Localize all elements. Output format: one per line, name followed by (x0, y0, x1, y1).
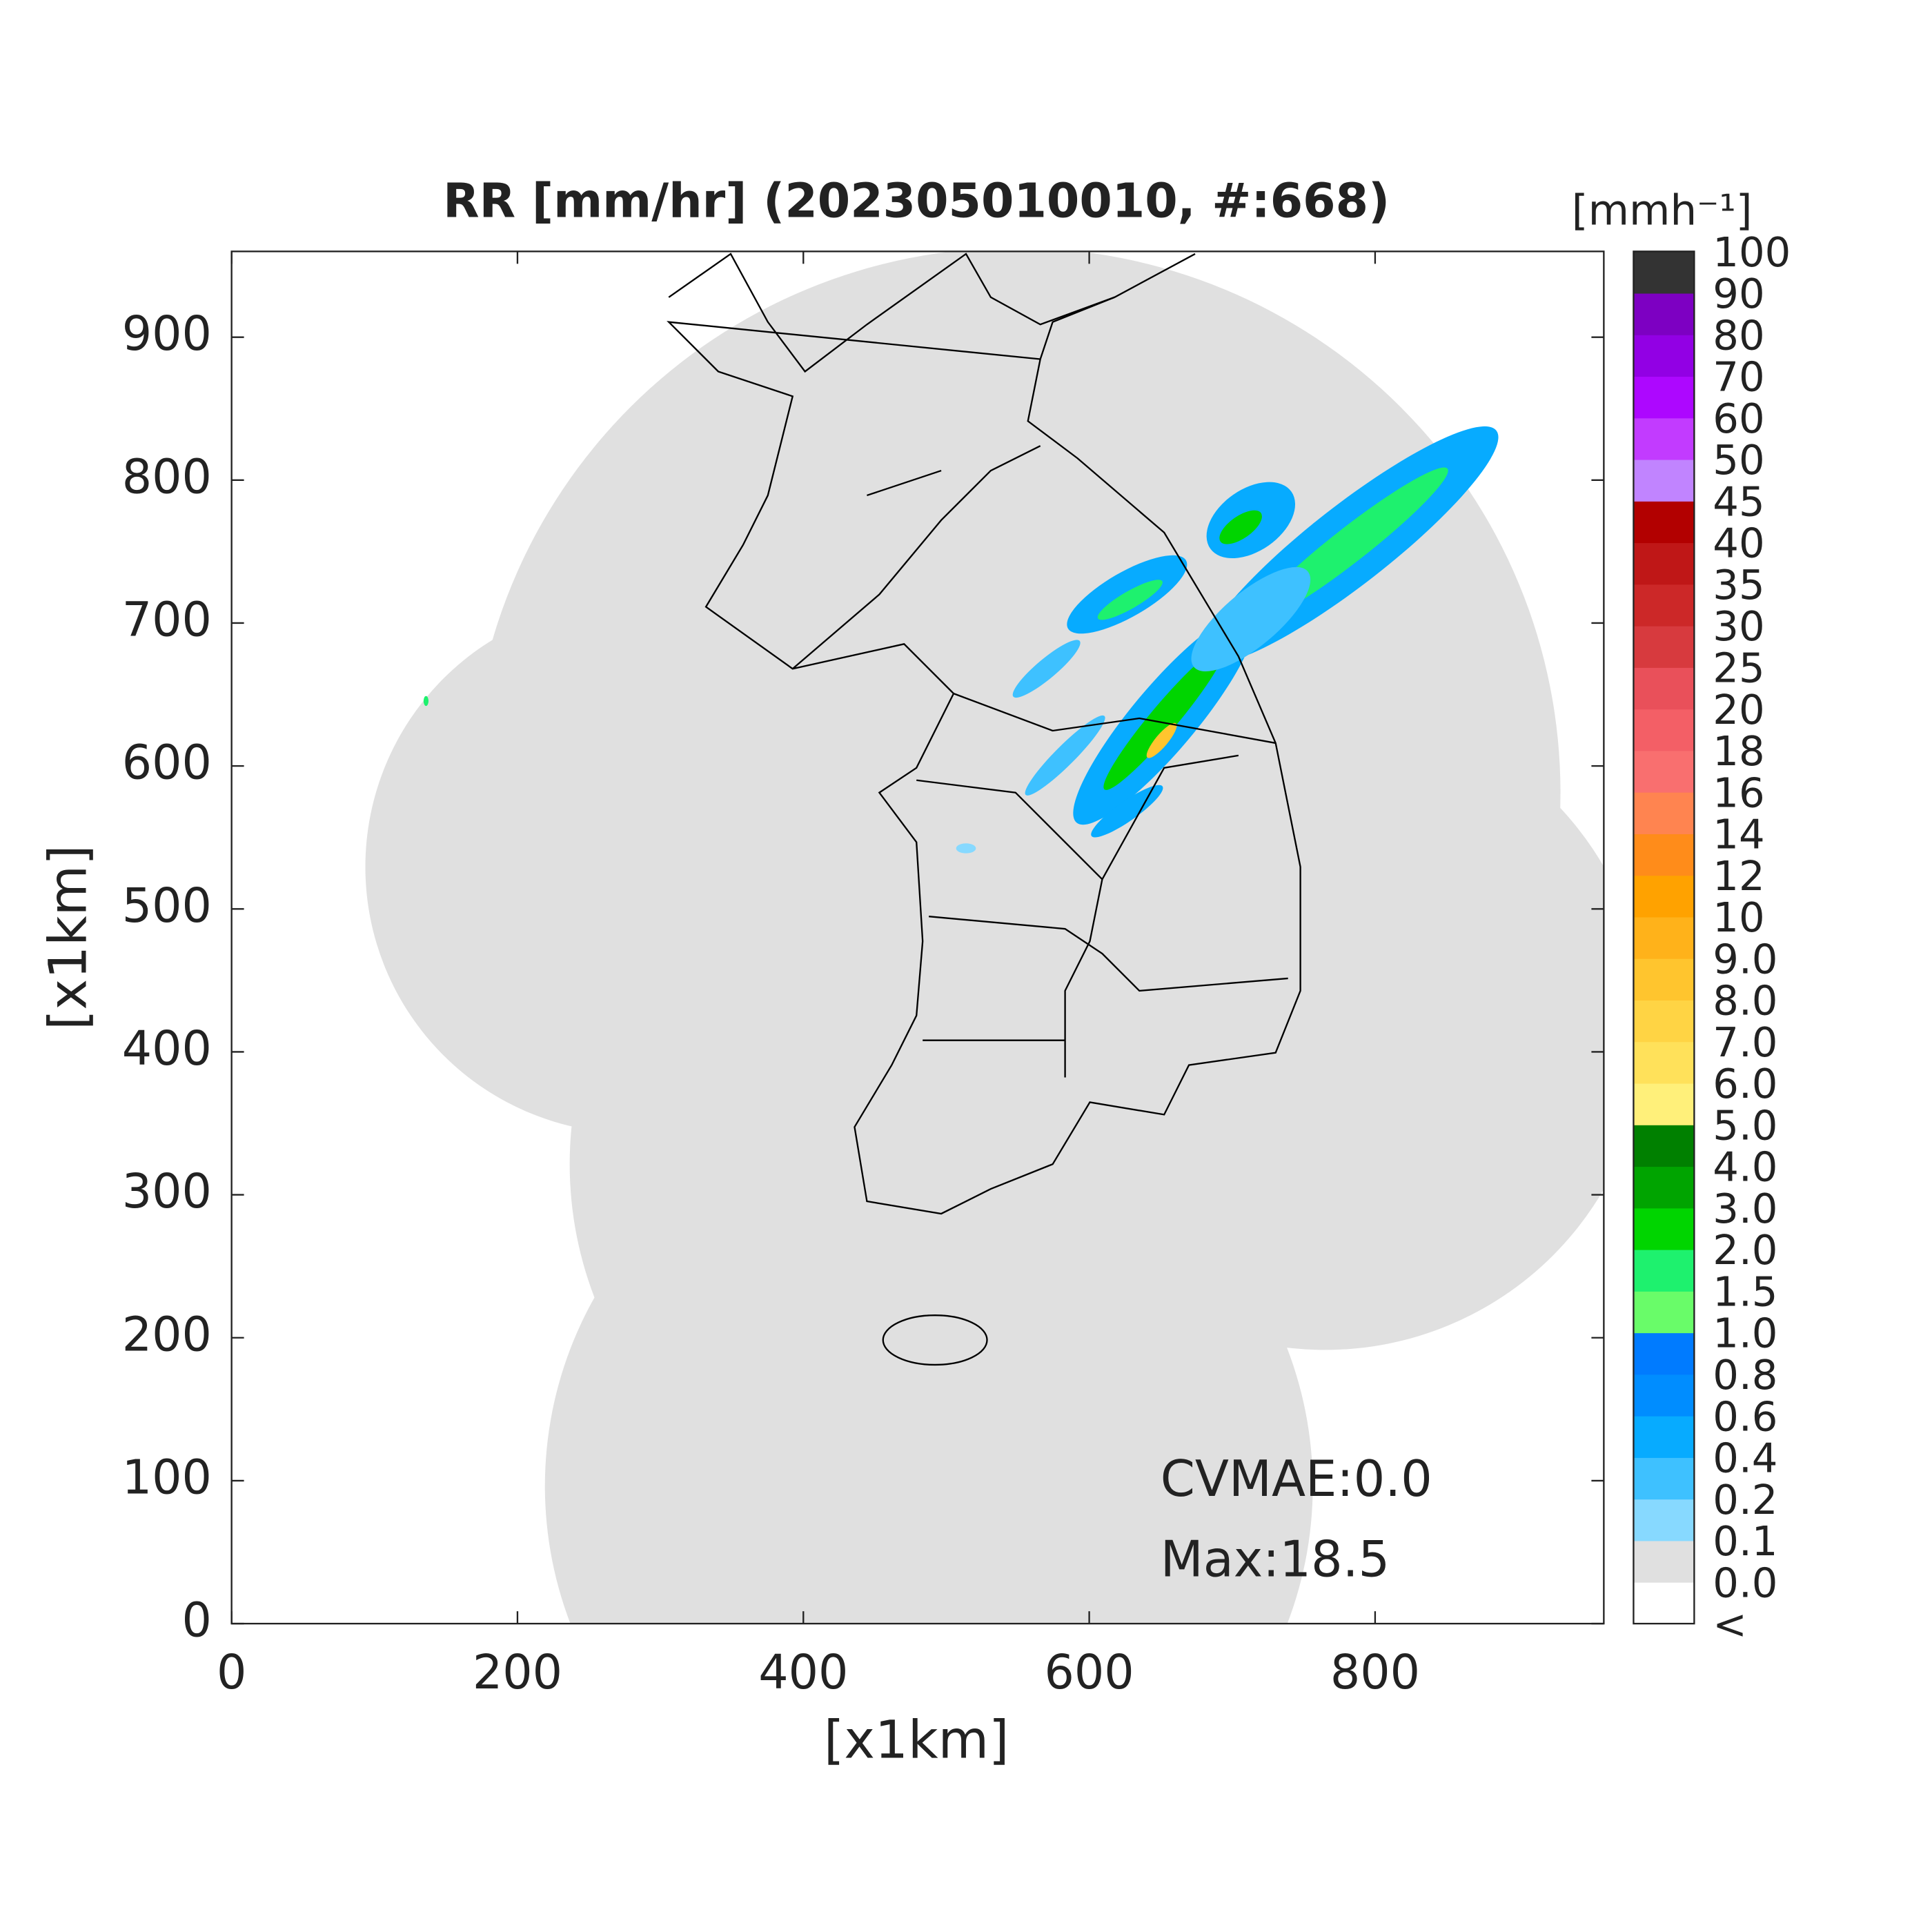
colorbar-box (1633, 542, 1695, 585)
rain-cells (423, 426, 1499, 854)
plot-frame (230, 250, 1605, 1625)
colorbar-tick-label: 5.0 (1713, 1101, 1777, 1149)
colorbar-tick-label: 50 (1713, 436, 1764, 484)
colorbar-tick-label: 18 (1713, 727, 1764, 775)
y-tick-label: 900 (122, 307, 212, 362)
y-tick-label: 500 (122, 879, 212, 934)
y-tick-label: 600 (122, 736, 212, 791)
colorbar-tick-label: 3.0 (1713, 1185, 1777, 1232)
colorbar-tick-label: 1.5 (1713, 1268, 1777, 1315)
colorbar-box (1633, 1166, 1695, 1209)
colorbar-tick-label: 70 (1713, 353, 1764, 401)
colorbar-tick-label: 9.0 (1713, 935, 1777, 983)
colorbar-box (1633, 875, 1695, 918)
y-tick-label: 300 (122, 1165, 212, 1219)
colorbar-box (1633, 584, 1695, 627)
colorbar-tick-label: 0.4 (1713, 1435, 1777, 1482)
colorbar-box (1633, 958, 1695, 1001)
colorbar-frame (1633, 250, 1695, 1625)
colorbar-box (1633, 1124, 1695, 1167)
y-tick-label: 700 (122, 593, 212, 648)
colorbar-box (1633, 417, 1695, 460)
colorbar-tick-label: 6.0 (1713, 1060, 1777, 1107)
colorbar-box (1633, 1249, 1695, 1292)
colorbar-box (1633, 1332, 1695, 1375)
colorbar-tick-label: 10 (1713, 894, 1764, 941)
colorbar-tick-label: 12 (1713, 852, 1764, 900)
colorbar-box (1633, 1374, 1695, 1417)
colorbar-tick-label: 1.0 (1713, 1310, 1777, 1357)
colorbar-box (1633, 500, 1695, 544)
colorbar-tick-label: 4.0 (1713, 1143, 1777, 1191)
colorbar-tick-label: 7.0 (1713, 1018, 1777, 1066)
colorbar-box (1633, 1290, 1695, 1334)
colorbar-box (1633, 916, 1695, 959)
colorbar-box (1633, 667, 1695, 710)
colorbar-tick-label: 2.0 (1713, 1226, 1777, 1274)
colorbar-tick-label: 60 (1713, 395, 1764, 442)
x-tick-label: 400 (758, 1646, 848, 1700)
colorbar-box (1633, 1000, 1695, 1043)
y-tick-label: 200 (122, 1308, 212, 1362)
colorbar-tick-label: 35 (1713, 561, 1764, 609)
annotation: CVMAE:0.0 (1161, 1450, 1432, 1508)
colorbar-box (1633, 1208, 1695, 1250)
x-tick-label: 600 (1045, 1646, 1134, 1700)
y-tick-label: 0 (182, 1594, 212, 1648)
colorbar-tick-label: 16 (1713, 769, 1764, 816)
colorbar-box (1633, 1083, 1695, 1125)
colorbar-tick-label: 0.6 (1713, 1392, 1777, 1440)
colorbar-box (1633, 1457, 1695, 1500)
chart-title: RR [mm/hr] (202305010010, #:668) (443, 175, 1390, 229)
colorbar-box (1633, 1415, 1695, 1458)
colorbar-tick-label: 0.2 (1713, 1476, 1777, 1524)
colorbar-tick-label: 90 (1713, 270, 1764, 317)
colorbar-box (1633, 1540, 1695, 1583)
colorbar-tick-label: 45 (1713, 477, 1764, 525)
colorbar-tick-label: 40 (1713, 520, 1764, 567)
y-tick-label: 100 (122, 1450, 212, 1505)
colorbar-box (1633, 251, 1695, 294)
colorbar-box (1633, 834, 1695, 876)
y-tick-label: 800 (122, 450, 212, 504)
colorbar-box (1633, 750, 1695, 793)
colorbar-box (1633, 334, 1695, 377)
colorbar-tick-label: 0.0 (1713, 1559, 1777, 1606)
colorbar-box (1633, 625, 1695, 668)
coastline (667, 253, 1301, 1366)
colorbar-tick-label: 0.8 (1713, 1351, 1777, 1399)
colorbar-box (1633, 293, 1695, 335)
y-tick-label: 400 (122, 1022, 212, 1076)
colorbar-tick-label: 0.1 (1713, 1517, 1777, 1565)
colorbar-box (1633, 1499, 1695, 1541)
colorbar-tick-label: 100 (1713, 228, 1791, 276)
x-tick-label: 800 (1330, 1646, 1420, 1700)
annotation: Max:18.5 (1161, 1530, 1390, 1588)
colorbar-label: [mmh⁻¹] (1572, 186, 1753, 235)
x-tick-label: 0 (217, 1646, 246, 1700)
colorbar-box (1633, 376, 1695, 419)
colorbar-tick-label: 30 (1713, 602, 1764, 650)
colorbar-box (1633, 1041, 1695, 1084)
colorbar-box (1633, 459, 1695, 502)
x-axis-label: [x1km] (824, 1710, 1009, 1771)
x-tick-label: 200 (473, 1646, 562, 1700)
colorbar-tick-label: 20 (1713, 686, 1764, 733)
y-axis-label: [x1km] (38, 845, 99, 1029)
colorbar-tick-label: 80 (1713, 311, 1764, 359)
colorbar-box (1633, 709, 1695, 751)
colorbar-box (1633, 791, 1695, 834)
colorbar-tick-label: 25 (1713, 644, 1764, 691)
colorbar-tick-label: 8.0 (1713, 977, 1777, 1025)
colorbar-box (1633, 1581, 1695, 1624)
colorbar-tick-label: 14 (1713, 811, 1764, 858)
colorbar-tick-label: < (1713, 1601, 1747, 1648)
